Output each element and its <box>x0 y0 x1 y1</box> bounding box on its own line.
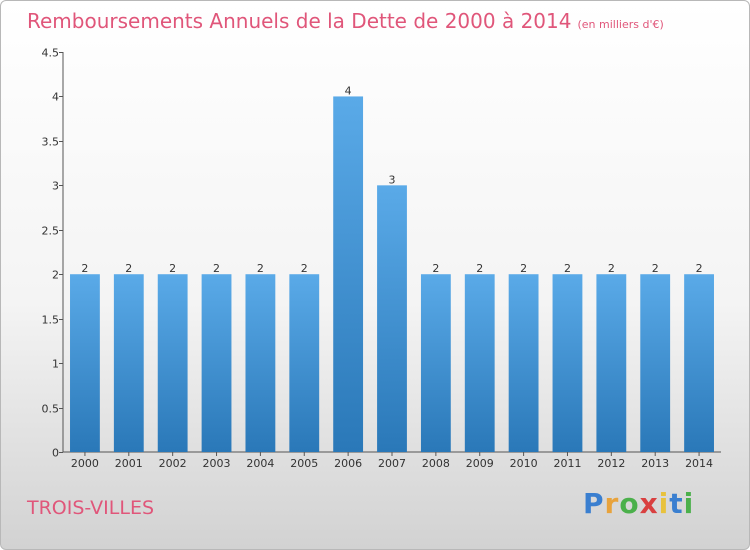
logo-letter: x <box>639 487 659 520</box>
x-tick-label: 2014 <box>685 457 713 470</box>
x-tick-label: 2011 <box>553 457 581 470</box>
logo-letter: i <box>658 487 670 520</box>
y-tick-label: 1 <box>52 358 59 371</box>
chart-title: Remboursements Annuels de la Dette de 20… <box>27 9 664 33</box>
data-label: 2 <box>257 262 264 275</box>
logo-letter: t <box>669 487 684 520</box>
x-tick-label: 2001 <box>115 457 143 470</box>
y-tick-label: 2.5 <box>42 225 60 238</box>
x-tick-label: 2006 <box>334 457 362 470</box>
logo-letter: P <box>583 487 605 520</box>
logo-letter: o <box>619 487 640 520</box>
bar <box>289 274 320 452</box>
logo-letter: r <box>604 487 620 520</box>
data-label: 2 <box>564 262 571 275</box>
bar <box>640 274 671 452</box>
data-label: 3 <box>389 173 396 186</box>
bar <box>157 274 188 452</box>
x-tick-label: 2004 <box>246 457 274 470</box>
chart-subtitle: (en milliers d'€) <box>577 18 664 31</box>
x-tick-label: 2007 <box>378 457 406 470</box>
bar <box>464 274 495 452</box>
x-tick-label: 2012 <box>597 457 625 470</box>
data-label: 2 <box>476 262 483 275</box>
y-tick-label: 4 <box>52 91 59 104</box>
bar <box>596 274 627 452</box>
data-label: 2 <box>652 262 659 275</box>
x-tick-label: 2000 <box>71 457 99 470</box>
bar <box>201 274 232 452</box>
x-tick-label: 2013 <box>641 457 669 470</box>
data-label: 2 <box>520 262 527 275</box>
x-tick-label: 2005 <box>290 457 318 470</box>
data-label: 2 <box>213 262 220 275</box>
bar <box>508 274 539 452</box>
data-label: 2 <box>169 262 176 275</box>
x-tick-label: 2010 <box>510 457 538 470</box>
commune-name: TROIS-VILLES <box>27 497 155 519</box>
data-label: 2 <box>125 262 132 275</box>
y-tick-label: 1.5 <box>42 314 60 327</box>
bar <box>70 274 100 452</box>
bar <box>113 274 144 452</box>
data-label: 2 <box>696 262 703 275</box>
y-tick-label: 0 <box>52 447 59 460</box>
bar <box>420 274 451 452</box>
data-label: 2 <box>432 262 439 275</box>
y-tick-label: 3 <box>52 180 59 193</box>
data-label: 4 <box>345 84 352 97</box>
proxiti-logo: Proxiti <box>583 487 694 520</box>
logo-letter: i <box>683 487 695 520</box>
chart-labels: 2000 2 2001 2 2002 2 2003 2 2004 2 2005 2 2006 4 2007 3… <box>71 84 713 470</box>
bar <box>333 96 364 452</box>
y-tick-label: 3.5 <box>42 136 60 149</box>
x-tick-label: 2003 <box>203 457 231 470</box>
bar <box>245 274 276 452</box>
data-label: 2 <box>301 262 308 275</box>
data-label: 2 <box>608 262 615 275</box>
x-tick-label: 2002 <box>159 457 187 470</box>
data-label: 2 <box>81 262 88 275</box>
y-tick-label: 0.5 <box>42 403 60 416</box>
y-tick-label: 4.5 <box>42 47 60 60</box>
chart-bars <box>70 96 714 453</box>
bar <box>552 274 583 452</box>
bar <box>377 185 407 453</box>
bar <box>684 274 714 452</box>
y-tick-label: 2 <box>52 269 59 282</box>
x-tick-label: 2009 <box>466 457 494 470</box>
chart-title-text: Remboursements Annuels de la Dette de 20… <box>27 9 572 33</box>
x-tick-label: 2008 <box>422 457 450 470</box>
